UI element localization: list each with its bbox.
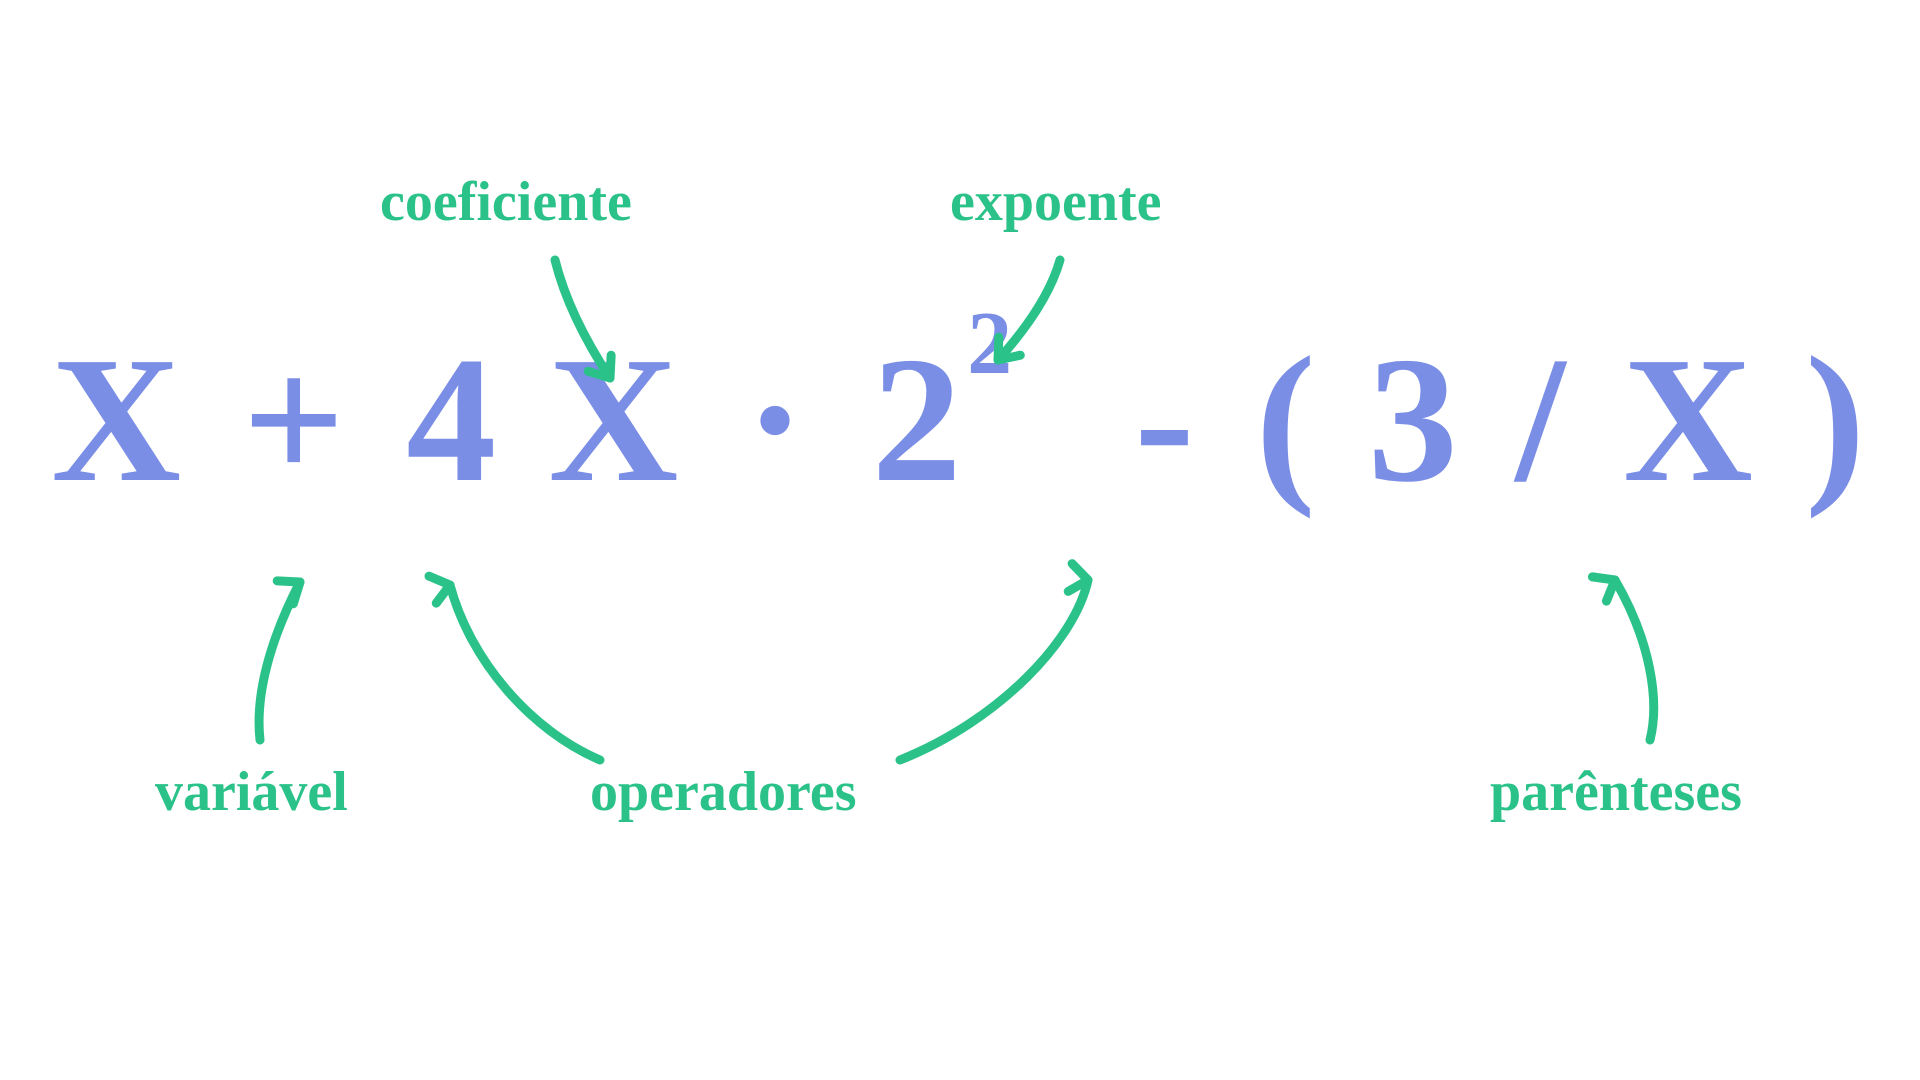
label-coeficiente: coeficiente xyxy=(380,170,632,234)
token-coefficient-4: 4 xyxy=(406,330,500,510)
token-operator-plus: + xyxy=(242,330,348,510)
annotation-arrows xyxy=(0,0,1920,1080)
token-variable-x2: X xyxy=(548,330,682,510)
label-variavel: variável xyxy=(155,760,348,824)
variavel-arrow xyxy=(259,571,308,740)
math-expression: X + 4 X · 2 2 - ( 3 / X ) xyxy=(51,330,1869,510)
operadores-arrow-left xyxy=(429,571,600,760)
token-operator-dot: · xyxy=(745,330,809,510)
operadores-arrow-right xyxy=(900,564,1090,760)
token-variable-x1: X xyxy=(51,330,185,510)
label-parenteses: parênteses xyxy=(1490,760,1742,824)
label-expoente: expoente xyxy=(950,170,1162,234)
token-operator-slash: / xyxy=(1515,330,1569,510)
label-operadores: operadores xyxy=(590,760,857,824)
token-operator-minus: - xyxy=(1134,330,1198,510)
token-base-2-value: 2 xyxy=(872,320,966,519)
parenteses-arrow xyxy=(1592,568,1653,740)
token-number-3: 3 xyxy=(1368,330,1462,510)
token-paren-close: ) xyxy=(1805,330,1869,510)
token-base-2: 2 2 xyxy=(872,330,966,510)
token-exponent-2: 2 xyxy=(967,299,1016,389)
diagram-stage: coeficiente expoente X + 4 X · 2 2 - ( 3… xyxy=(0,0,1920,1080)
token-variable-x3: X xyxy=(1623,330,1757,510)
token-paren-open: ( xyxy=(1256,330,1320,510)
